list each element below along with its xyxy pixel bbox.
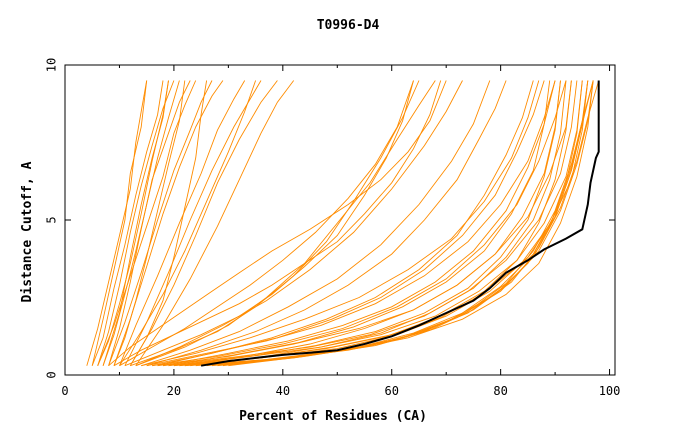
x-tick-label: 100 bbox=[599, 384, 621, 398]
model-curve-22 bbox=[124, 80, 414, 367]
x-tick-label: 0 bbox=[61, 384, 68, 398]
model-curve-50 bbox=[222, 80, 594, 367]
model-curve-6 bbox=[108, 80, 191, 366]
model-curve-47 bbox=[179, 80, 561, 367]
y-axis-ticks: 0 5 10 bbox=[45, 58, 615, 379]
model-curve-35 bbox=[146, 80, 507, 367]
model-curve-43 bbox=[157, 80, 545, 367]
model-curve-10 bbox=[119, 80, 246, 366]
model-curve-21 bbox=[119, 80, 414, 367]
model-curve-42 bbox=[162, 80, 556, 367]
model-curve-8 bbox=[108, 80, 213, 366]
highlighted-curve bbox=[200, 80, 600, 367]
model-curve-32 bbox=[179, 80, 589, 367]
model-curve-18 bbox=[129, 80, 208, 366]
model-curve-48 bbox=[190, 80, 572, 367]
highlight-curve bbox=[200, 80, 600, 367]
y-tick-label: 5 bbox=[45, 216, 59, 223]
model-curve-20 bbox=[113, 80, 442, 367]
model-curve-45 bbox=[184, 80, 567, 367]
model-curve-3 bbox=[97, 80, 175, 366]
model-curve-13 bbox=[135, 80, 295, 366]
model-curve-26 bbox=[146, 80, 556, 367]
chart-title: T0996-D4 bbox=[317, 18, 380, 33]
model-curve-46 bbox=[168, 80, 551, 367]
x-axis-label: Percent of Residues (CA) bbox=[239, 409, 427, 424]
x-tick-label: 60 bbox=[385, 384, 399, 398]
model-curve-44 bbox=[173, 80, 561, 367]
model-curve-2 bbox=[91, 80, 164, 366]
model-curve-9 bbox=[113, 80, 224, 366]
y-tick-label: 0 bbox=[45, 371, 59, 378]
model-curve-7 bbox=[97, 80, 197, 366]
model-curve-19 bbox=[108, 80, 447, 367]
model-curve-15 bbox=[102, 80, 169, 366]
x-tick-label: 20 bbox=[167, 384, 181, 398]
model-curve-30 bbox=[168, 80, 583, 367]
model-curve-25 bbox=[141, 80, 540, 367]
model-curve-37 bbox=[135, 80, 463, 367]
x-axis-ticks: 0 20 40 60 80 100 bbox=[61, 65, 620, 398]
model-curve-27 bbox=[152, 80, 567, 367]
model-curve-34 bbox=[152, 80, 534, 367]
model-curve-24 bbox=[135, 80, 436, 367]
model-curve-16 bbox=[113, 80, 186, 366]
y-tick-label: 10 bbox=[45, 58, 59, 72]
model-curve-1 bbox=[86, 80, 148, 366]
model-curve-12 bbox=[129, 80, 278, 366]
model-curve-23 bbox=[130, 80, 420, 367]
model-curve-5 bbox=[91, 80, 148, 366]
model-curve-36 bbox=[141, 80, 491, 367]
model-curves bbox=[86, 80, 600, 367]
model-curve-40 bbox=[228, 80, 600, 367]
model-curve-17 bbox=[97, 80, 169, 366]
x-tick-label: 40 bbox=[276, 384, 290, 398]
model-curve-14 bbox=[119, 80, 257, 366]
model-curve-28 bbox=[157, 80, 572, 367]
y-axis-label: Distance Cutoff, A bbox=[20, 161, 35, 302]
x-tick-label: 80 bbox=[493, 384, 507, 398]
model-curve-41 bbox=[195, 80, 594, 367]
